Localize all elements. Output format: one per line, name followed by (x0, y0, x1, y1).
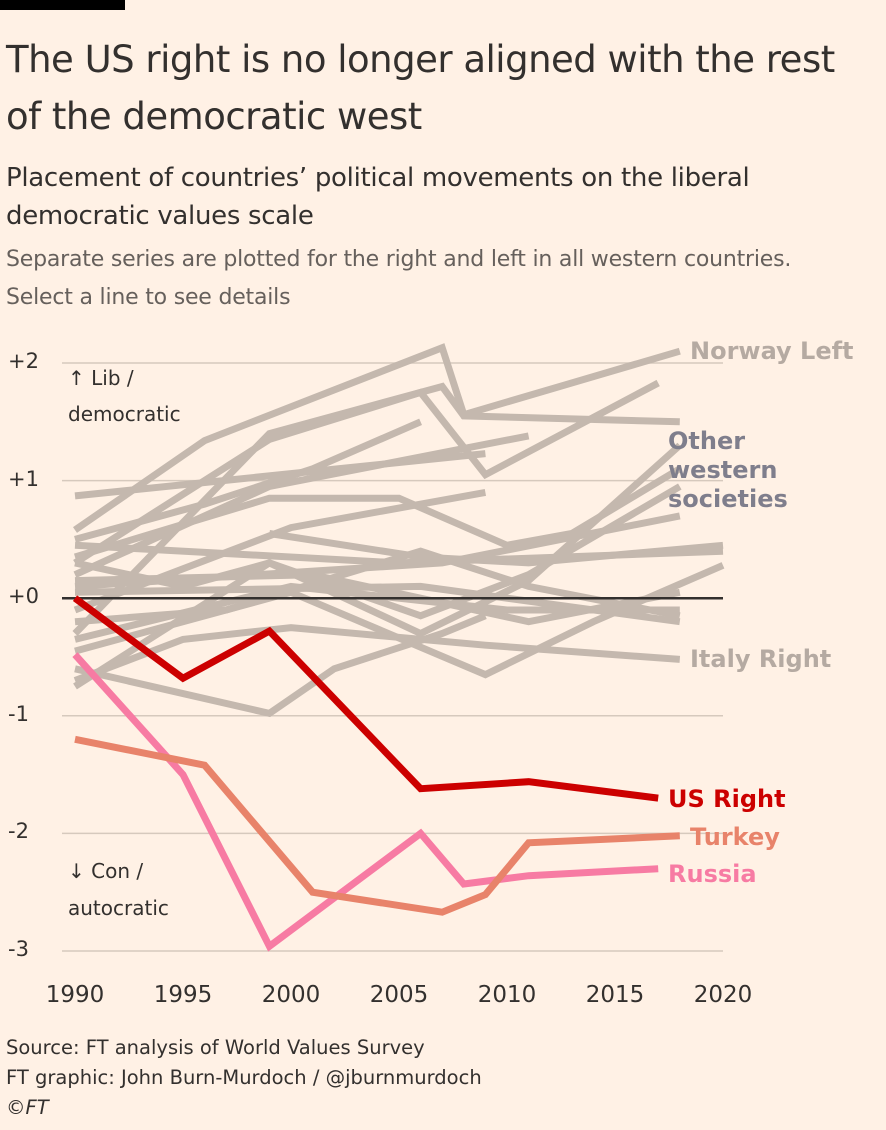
y-tick-label: -2 (8, 819, 29, 843)
group-label-other-western: Other western societies (668, 427, 788, 513)
annotation-democratic: democratic (68, 402, 181, 426)
copyright: ©FT (6, 1096, 49, 1119)
highlight-series-line-us-right[interactable] (72, 595, 659, 802)
annotation-autocratic: autocratic (68, 896, 169, 920)
y-tick-label: +2 (8, 349, 39, 373)
series-label-us-right[interactable]: US Right (668, 785, 786, 813)
x-tick-label: 2010 (477, 982, 537, 1008)
highlight-series-line-russia[interactable] (72, 652, 659, 952)
x-tick-label: 2020 (693, 982, 753, 1008)
subtitle-line-1: Placement of countries’ political moveme… (6, 163, 750, 193)
source-note: Source: FT analysis of World Values Surv… (6, 1036, 425, 1059)
chart-title-line-2: of the democratic west (6, 95, 422, 138)
grey-series-line-norway-left[interactable] (73, 343, 681, 533)
x-tick-label: 2005 (369, 982, 429, 1008)
y-tick-label: -1 (8, 702, 29, 726)
y-tick-label: +0 (8, 584, 39, 608)
grey-series-line[interactable] (72, 382, 680, 636)
x-tick-label: 1990 (45, 982, 105, 1008)
note-line-2: Select a line to see details (6, 285, 291, 310)
grey-series-line[interactable] (74, 418, 422, 543)
annotation-conservative: ↓ Con / (68, 859, 144, 883)
highlight-series-line-turkey[interactable] (74, 735, 680, 916)
graphic-credit: FT graphic: John Burn-Murdoch / @jburnmu… (6, 1066, 482, 1089)
x-tick-label: 2015 (585, 982, 645, 1008)
series-label-russia[interactable]: Russia (668, 860, 757, 888)
grey-series-line[interactable] (74, 547, 681, 626)
y-tick-label: +1 (8, 467, 39, 491)
subtitle-line-2: democratic values scale (6, 201, 314, 231)
chart-title-line-1: The US right is no longer aligned with t… (6, 38, 835, 81)
series-label-turkey[interactable]: Turkey (690, 823, 780, 851)
series-label-italy-right[interactable]: Italy Right (690, 645, 832, 673)
note-line-1: Separate series are plotted for the righ… (6, 247, 792, 272)
y-tick-label: -3 (8, 937, 29, 961)
annotation-liberal: ↑ Lib / (68, 366, 134, 390)
grey-series-line[interactable] (74, 612, 487, 718)
series-label-norway-left[interactable]: Norway Left (690, 337, 854, 365)
x-tick-label: 2000 (261, 982, 321, 1008)
top-accent-bar (0, 0, 125, 10)
x-tick-label: 1995 (153, 982, 213, 1008)
